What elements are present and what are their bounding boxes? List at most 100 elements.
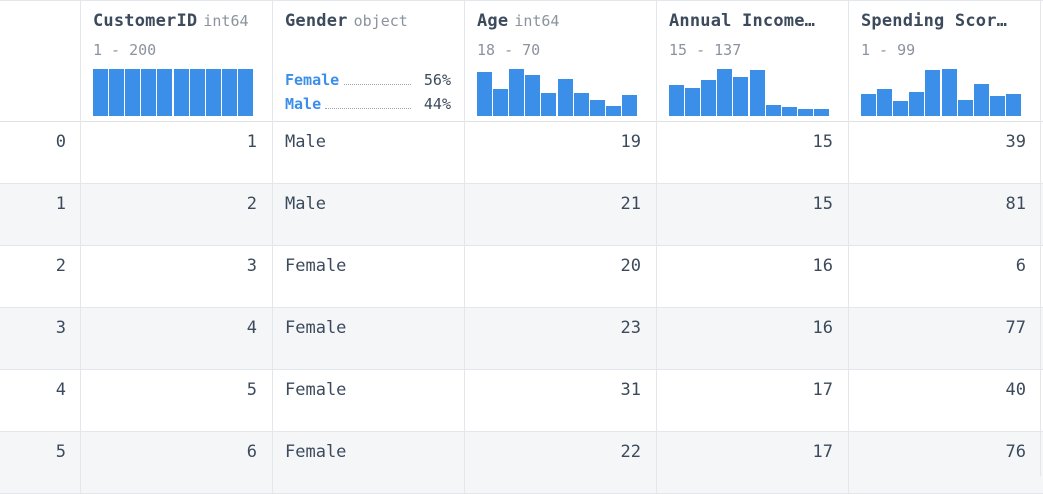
table-cell[interactable]: 40 — [848, 370, 1041, 431]
histogram-bar — [509, 69, 525, 116]
category-percent: 44% — [423, 95, 451, 113]
column-header-1[interactable]: Gender object Female 56% Male 44% — [272, 1, 464, 122]
column-dtype: int64 — [514, 12, 560, 30]
table-cell[interactable]: 76 — [848, 432, 1041, 493]
category-summary-item: Male 44% — [285, 95, 451, 115]
table-cell[interactable]: Female — [272, 370, 464, 431]
column-range: 1 - 200 — [93, 41, 157, 59]
table-cell[interactable]: Male — [272, 122, 464, 183]
histogram-bar — [717, 69, 733, 116]
column-histogram — [477, 69, 637, 116]
column-range: 1 - 99 — [861, 41, 916, 59]
histogram-bar — [621, 95, 637, 116]
histogram-bar — [669, 85, 685, 116]
column-title: Annual Income… — [669, 11, 815, 31]
histogram-bar — [1005, 94, 1021, 116]
histogram-bar — [573, 93, 589, 116]
column-dtype: int64 — [203, 12, 249, 30]
row-index: 3 — [55, 318, 66, 338]
table-cell[interactable]: 16 — [656, 308, 848, 369]
table-cell[interactable]: 39 — [848, 122, 1041, 183]
table-row[interactable]: 4 5 Female 31 17 40 — [0, 370, 1043, 432]
histogram-bar — [701, 80, 717, 116]
histogram-bar — [765, 105, 781, 116]
table-cell[interactable]: 20 — [464, 246, 656, 307]
table-cell[interactable]: Female — [272, 308, 464, 369]
column-header-0[interactable]: CustomerID int64 1 - 200 — [80, 1, 272, 122]
histogram-bar — [941, 69, 957, 116]
histogram-bar — [221, 69, 237, 116]
column-name: Spending Scor… — [861, 11, 1008, 31]
table-cell[interactable]: 4 — [80, 308, 272, 369]
table-cell[interactable]: 77 — [848, 308, 1041, 369]
histogram-bar — [749, 70, 765, 116]
column-range: 18 - 70 — [477, 41, 541, 59]
column-title: Spending Scor… — [861, 11, 1007, 31]
category-label: Male — [285, 95, 322, 113]
column-header-4[interactable]: Spending Scor… 1 - 99 — [848, 1, 1041, 122]
table-cell[interactable]: 15 — [656, 184, 848, 245]
histogram-bar — [733, 77, 749, 116]
table-cell[interactable]: 6 — [848, 246, 1041, 307]
table-cell[interactable]: Male — [272, 184, 464, 245]
table-row[interactable]: 3 4 Female 23 16 77 — [0, 308, 1043, 370]
histogram-bar — [813, 109, 829, 116]
histogram-bar — [205, 69, 221, 116]
table-cell[interactable]: 31 — [464, 370, 656, 431]
histogram-bar — [973, 84, 989, 116]
table-cell[interactable]: 6 — [80, 432, 272, 493]
column-title: CustomerID int64 — [93, 11, 249, 31]
table-cell[interactable]: 21 — [464, 184, 656, 245]
table-cell[interactable]: 23 — [464, 308, 656, 369]
histogram-bar — [477, 72, 493, 116]
column-header-2[interactable]: Age int64 18 - 70 — [464, 1, 656, 122]
table-cell[interactable]: Female — [272, 432, 464, 493]
histogram-bar — [861, 94, 877, 116]
table-cell[interactable]: 19 — [464, 122, 656, 183]
column-name: CustomerID — [93, 11, 198, 31]
table-cell[interactable]: Female — [272, 246, 464, 307]
column-header-3[interactable]: Annual Income… 15 - 137 — [656, 1, 848, 122]
table-cell[interactable]: 5 — [80, 370, 272, 431]
category-percent: 56% — [423, 71, 451, 89]
histogram-bar — [173, 69, 189, 116]
histogram-bar — [797, 109, 813, 116]
histogram-bar — [189, 69, 205, 116]
category-label: Female — [285, 71, 340, 89]
column-title: Age int64 — [477, 11, 559, 31]
row-index: 4 — [55, 380, 66, 400]
table-row[interactable]: 5 6 Female 22 17 76 — [0, 432, 1043, 494]
histogram-bar — [109, 69, 125, 116]
table-row[interactable]: 2 3 Female 20 16 6 — [0, 246, 1043, 308]
histogram-bar — [909, 92, 925, 116]
table-cell[interactable]: 16 — [656, 246, 848, 307]
table-cell[interactable]: 22 — [464, 432, 656, 493]
table-right-border — [1040, 0, 1041, 476]
histogram-bar — [557, 79, 573, 116]
table-cell[interactable]: 3 — [80, 246, 272, 307]
table-cell[interactable]: 81 — [848, 184, 1041, 245]
histogram-bar — [237, 69, 253, 116]
column-name: Age — [477, 11, 509, 31]
table-cell[interactable]: 1 — [80, 122, 272, 183]
table-row[interactable]: 1 2 Male 21 15 81 — [0, 184, 1043, 246]
table-row[interactable]: 0 1 Male 19 15 39 — [0, 122, 1043, 184]
table-cell[interactable]: 17 — [656, 432, 848, 493]
column-histogram — [669, 69, 829, 116]
histogram-bar — [893, 101, 909, 116]
histogram-bar — [125, 69, 141, 116]
histogram-bar — [589, 100, 605, 116]
histogram-bar — [685, 88, 701, 116]
column-title: Gender object — [285, 11, 408, 31]
row-index: 1 — [55, 194, 66, 214]
histogram-bar — [989, 96, 1005, 116]
table-cell[interactable]: 15 — [656, 122, 848, 183]
column-name: Gender — [285, 11, 348, 31]
table-cell[interactable]: 2 — [80, 184, 272, 245]
category-summary-item: Female 56% — [285, 71, 451, 91]
table-header: CustomerID int64 1 - 200 Gender object Female… — [0, 0, 1043, 122]
column-dtype: object — [353, 12, 408, 30]
histogram-bar — [605, 106, 621, 116]
table-cell[interactable]: 17 — [656, 370, 848, 431]
